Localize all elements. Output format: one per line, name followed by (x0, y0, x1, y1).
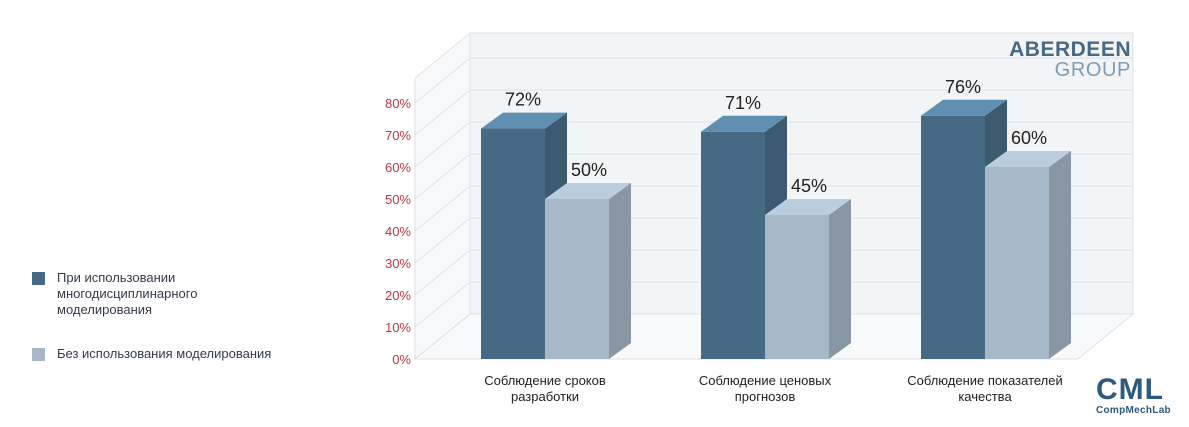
y-tick-label: 60% (385, 160, 411, 175)
bar-top (481, 112, 567, 129)
data-label: 76% (945, 77, 981, 97)
legend-item-without-modeling: Без использования моделирования (32, 346, 332, 362)
gridline (414, 313, 1133, 360)
legend-label-line: моделирования (57, 302, 153, 317)
y-tick-label: 50% (385, 192, 411, 207)
cml-logo-sub: CompMechLab (1096, 405, 1171, 416)
y-tick-label: 70% (385, 128, 411, 143)
bar (701, 131, 765, 359)
gridline (414, 249, 1133, 296)
data-label: 50% (571, 160, 607, 180)
bar (481, 128, 545, 359)
gridline (414, 121, 1133, 168)
bar-top (545, 183, 631, 199)
bar (921, 115, 985, 359)
legend-label-line: При использовании (57, 270, 176, 285)
y-tick-label: 0% (392, 352, 411, 367)
bar (545, 199, 609, 359)
data-label: 45% (791, 176, 827, 196)
bar (765, 215, 829, 359)
x-tick-label: прогнозов (735, 389, 796, 404)
bar-side (609, 183, 631, 359)
brand-name: ABERDEEN (1009, 38, 1131, 61)
y-tick-label: 30% (385, 256, 411, 271)
gridline (414, 57, 1133, 104)
gridline (414, 185, 1133, 232)
chart-left-wall (414, 31, 471, 361)
bar-top (765, 199, 851, 215)
bar-side (829, 199, 851, 359)
x-tick-label: разработки (511, 389, 579, 404)
y-tick-label: 10% (385, 320, 411, 335)
bar-top (921, 99, 1007, 116)
gridline (414, 217, 1133, 264)
data-label: 71% (725, 93, 761, 113)
bar-top (701, 115, 787, 132)
x-tick-label: Соблюдение сроков (484, 373, 606, 388)
y-tick-label: 40% (385, 224, 411, 239)
x-tick-label: Соблюдение ценовых (699, 373, 832, 388)
x-tick-label: Соблюдение показателей (907, 373, 1063, 388)
aberdeen-group-logo: ABERDEEN GROUP (1009, 38, 1131, 81)
y-tick-label: 20% (385, 288, 411, 303)
gridline (414, 89, 1133, 136)
cml-logo: CML CompMechLab (1096, 373, 1178, 417)
gridline (414, 281, 1133, 328)
bar-side (1049, 151, 1071, 359)
brand-subname: GROUP (1054, 59, 1131, 81)
legend-label-line: Без использования моделирования (57, 346, 272, 361)
legend-swatch-without-modeling (32, 348, 45, 361)
data-label: 60% (1011, 128, 1047, 148)
cml-logo-main: CML (1096, 373, 1164, 406)
legend-label-without-modeling: Без использования моделирования (57, 346, 271, 362)
bar-top (985, 151, 1071, 167)
bar (985, 167, 1049, 359)
data-label: 72% (505, 90, 541, 110)
chart-legend: При использовании многодисциплинарного м… (32, 270, 332, 390)
legend-swatch-with-modeling (32, 272, 45, 285)
x-tick-label: качества (958, 389, 1012, 404)
legend-label-line: многодисциплинарного (57, 286, 198, 301)
gridline (414, 153, 1133, 200)
legend-label-with-modeling: При использовании многодисциплинарного м… (57, 270, 197, 318)
y-tick-label: 80% (385, 96, 411, 111)
legend-item-with-modeling: При использовании многодисциплинарного м… (32, 270, 332, 318)
